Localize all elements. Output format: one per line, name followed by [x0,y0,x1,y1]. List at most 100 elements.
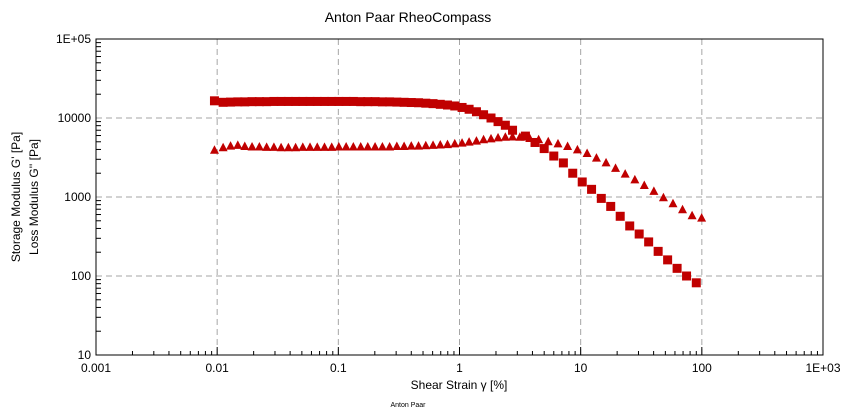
loss-modulus-point [668,198,678,208]
loss-modulus-point [247,141,257,151]
storage-modulus-point [298,96,308,106]
x-tick-label: 0.1 [330,361,347,375]
loss-modulus-point [486,133,496,143]
storage-modulus-point [269,96,279,106]
loss-modulus-point [348,141,358,151]
storage-modulus-point [421,98,431,108]
loss-modulus-point [298,142,308,151]
loss-modulus-point [428,140,438,149]
loss-modulus-point [370,141,380,151]
loss-modulus-point [392,141,402,151]
loss-modulus-point [209,145,219,154]
loss-modulus-point [218,142,228,152]
storage-modulus-point [233,97,243,107]
storage-modulus-point [653,246,663,256]
loss-modulus-point [620,169,630,178]
storage-modulus-point [370,97,380,107]
loss-modulus-point [591,153,601,162]
x-tick-label: 0.01 [205,361,229,375]
storage-modulus-point [247,97,257,107]
storage-modulus-point [457,102,467,112]
loss-modulus-point [572,144,582,154]
loss-modulus-point [601,157,611,167]
loss-modulus-point [226,141,236,150]
loss-modulus-point [697,213,707,222]
loss-modulus-point [582,148,592,158]
minor-ticks [95,42,824,355]
storage-modulus-point [399,97,409,107]
loss-modulus-point [450,138,460,148]
storage-modulus-point [568,168,578,178]
plot-frame [95,38,824,356]
storage-modulus-point [539,144,549,154]
x-tick-label: 1 [456,361,463,375]
loss-modulus-point [553,138,563,148]
loss-modulus-point [276,142,286,152]
storage-modulus-point [209,96,219,106]
storage-modulus-point [363,97,373,107]
storage-modulus-point [341,96,351,106]
loss-modulus-point [233,140,243,149]
storage-modulus-point [334,96,344,106]
x-tick-label: 100 [692,361,712,375]
storage-modulus-point [377,97,387,107]
loss-modulus-point [534,134,544,144]
storage-modulus-point [672,263,682,273]
storage-modulus-point [634,229,644,239]
storage-modulus-point [414,98,424,108]
loss-modulus-point [543,136,553,146]
loss-modulus-point [356,141,366,151]
loss-modulus-point [515,132,525,141]
storage-modulus-point [486,113,496,123]
loss-modulus-point [442,139,452,149]
storage-modulus-point [283,96,293,106]
loss-modulus-point [493,132,503,142]
footer-brand: Anton Paar [390,402,426,409]
storage-modulus-point [312,96,322,106]
storage-modulus-point [428,99,438,109]
loss-modulus-point [269,142,279,151]
loss-modulus-point [500,132,510,141]
loss-modulus-point [479,134,489,144]
loss-modulus-point [377,141,387,151]
grid-lines [96,39,823,355]
loss-modulus-point [283,142,293,152]
loss-modulus-point [687,210,697,220]
loss-modulus-point [464,137,474,146]
storage-modulus-point [464,104,474,114]
loss-modulus-point [508,131,518,141]
loss-modulus-point [341,141,351,151]
loss-modulus-point [240,141,250,151]
storage-modulus-point [226,97,236,107]
chart-title: Anton Paar RheoCompass [325,9,492,25]
storage-modulus-point [218,97,228,107]
loss-modulus-point [563,141,573,151]
storage-modulus-point [577,177,587,187]
storage-modulus-point [471,107,481,117]
storage-modulus-point [691,278,701,288]
y-tick-label: 100 [71,269,91,283]
loss-modulus-point [327,142,337,151]
storage-modulus-point [254,97,264,107]
y-tick-label: 1000 [64,190,91,204]
storage-modulus-point [276,96,286,106]
storage-modulus-point [385,97,395,107]
loss-modulus-point [471,136,481,145]
storage-modulus-point [479,110,489,120]
storage-modulus-point [587,184,597,194]
storage-modulus-point [606,201,616,211]
storage-modulus-point [442,100,452,110]
loss-modulus-point [305,142,315,151]
loss-modulus-point [312,142,322,151]
storage-modulus-point [327,96,337,106]
loss-modulus-point [525,133,535,143]
storage-modulus-point [305,96,315,106]
storage-modulus-point [549,151,559,161]
storage-modulus-point [320,96,330,106]
y-tick-label: 1E+05 [56,32,91,46]
storage-modulus-point [500,120,510,130]
loss-modulus-point [262,142,272,151]
loss-modulus-point [334,141,344,151]
loss-modulus-point [649,186,659,195]
